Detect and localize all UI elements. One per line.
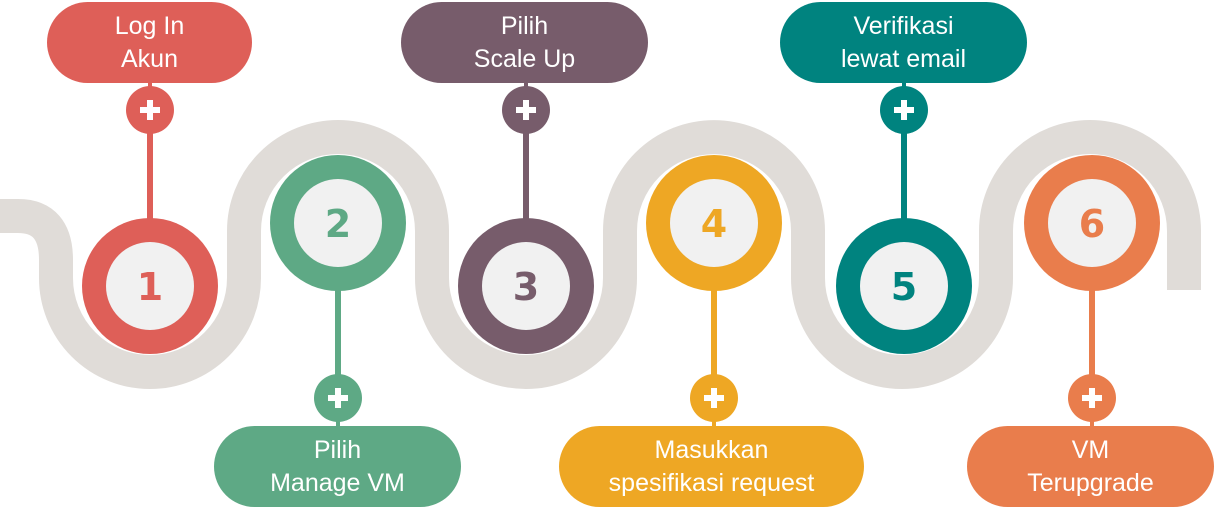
step-5-label-line-1: Verifikasi	[853, 11, 954, 40]
step-2-number: 2	[325, 202, 351, 246]
plus-icon	[516, 100, 536, 120]
step-4-number: 4	[701, 202, 727, 246]
plus-icon	[894, 100, 914, 120]
step-1-label: Log In Akun	[47, 2, 252, 83]
step-4-label-line-2: spesifikasi request	[608, 468, 815, 497]
step-2-label-line-2: Manage VM	[270, 468, 405, 497]
step-5-number: 5	[891, 265, 917, 309]
plus-icon	[328, 388, 348, 408]
plus-icon	[1082, 388, 1102, 408]
step-2-label-line-1: Pilih	[313, 435, 362, 464]
step-4-label: Masukkan spesifikasi request	[559, 426, 864, 507]
step-3-inner-circle	[482, 242, 570, 330]
step-1-number: 1	[137, 265, 163, 309]
step-3-number: 3	[513, 265, 539, 309]
step-3-label: Pilih Scale Up	[401, 2, 648, 83]
step-4-inner-circle	[670, 179, 758, 267]
step-6-label-line-1: VM	[1071, 435, 1110, 464]
step-3-label-line-2: Scale Up	[473, 44, 576, 73]
step-5-inner-circle	[860, 242, 948, 330]
step-6-number: 6	[1079, 202, 1105, 246]
step-2-label: Pilih Manage VM	[214, 426, 461, 507]
winding-track	[0, 120, 1201, 389]
step-3-label-line-1: Pilih	[500, 11, 549, 40]
plus-icon	[704, 388, 724, 408]
step-6-inner-circle	[1048, 179, 1136, 267]
plus-icon	[140, 100, 160, 120]
step-2-inner-circle	[294, 179, 382, 267]
step-6-label: VM Terupgrade	[967, 426, 1214, 507]
step-6-label-line-2: Terupgrade	[1027, 468, 1154, 497]
step-1-inner-circle	[106, 242, 194, 330]
step-5-label: Verifikasi lewat email	[780, 2, 1027, 83]
step-1-label-line-1: Log In	[114, 11, 185, 40]
step-4-label-line-1: Masukkan	[654, 435, 769, 464]
step-5-label-line-2: lewat email	[840, 44, 967, 73]
step-1-label-line-2: Akun	[121, 44, 178, 73]
